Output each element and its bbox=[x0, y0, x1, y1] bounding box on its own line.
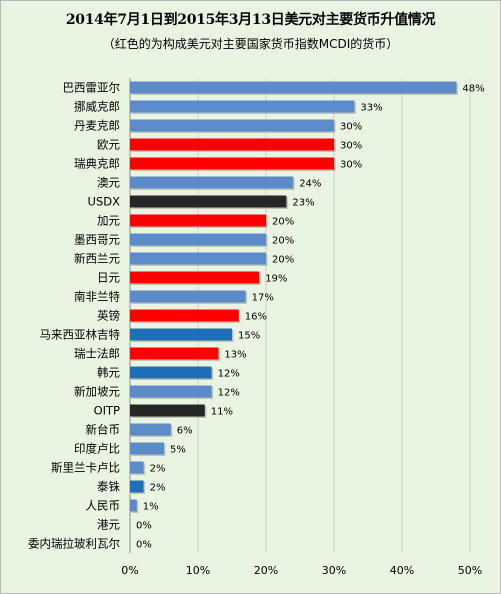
category-label: 澳元 bbox=[97, 176, 120, 190]
category-label: 新加坡元 bbox=[74, 385, 120, 399]
category-label: 韩元 bbox=[97, 366, 120, 380]
value-label: 19% bbox=[265, 274, 287, 285]
bar bbox=[130, 404, 205, 417]
category-label: 英镑 bbox=[97, 309, 120, 323]
value-label: 12% bbox=[218, 388, 240, 399]
value-label: 0% bbox=[136, 521, 152, 532]
category-label: OITP bbox=[94, 404, 120, 418]
value-label: 16% bbox=[245, 312, 267, 323]
value-label: 30% bbox=[340, 122, 362, 133]
bar bbox=[130, 100, 355, 113]
bar bbox=[130, 233, 266, 246]
value-label: 30% bbox=[340, 141, 362, 152]
category-label: 欧元 bbox=[97, 138, 120, 152]
value-label: 23% bbox=[292, 198, 314, 209]
bar bbox=[130, 461, 144, 474]
x-tick-label: 20% bbox=[254, 564, 278, 577]
bar bbox=[130, 138, 334, 151]
category-label: 马来西亚林吉特 bbox=[40, 328, 121, 342]
category-label: 港元 bbox=[97, 518, 120, 532]
value-label: 11% bbox=[211, 407, 233, 418]
x-tick-label: 0% bbox=[121, 564, 138, 577]
value-label: 2% bbox=[150, 464, 166, 475]
category-label: 泰铢 bbox=[97, 480, 120, 494]
bar bbox=[130, 423, 171, 436]
bar bbox=[130, 309, 239, 322]
bar bbox=[130, 195, 287, 208]
x-tick-label: 10% bbox=[186, 564, 210, 577]
bar bbox=[130, 347, 219, 360]
category-label: 挪威克郎 bbox=[74, 100, 120, 114]
x-tick-label: 30% bbox=[322, 564, 346, 577]
value-label: 6% bbox=[177, 426, 193, 437]
category-label: 斯里兰卡卢比 bbox=[51, 461, 120, 475]
bar bbox=[130, 81, 457, 94]
bar bbox=[130, 290, 246, 303]
chart-title: 2014年7月1日到2015年3月13日美元对主要货币升值情况 bbox=[65, 12, 436, 28]
category-label: 委内瑞拉玻利瓦尔 bbox=[28, 537, 120, 551]
category-label: 新台币 bbox=[86, 423, 121, 437]
value-label: 15% bbox=[238, 331, 260, 342]
value-label: 48% bbox=[462, 84, 484, 95]
value-label: 24% bbox=[299, 179, 321, 190]
x-tick-label: 40% bbox=[390, 564, 414, 577]
category-label: 墨西哥元 bbox=[74, 233, 120, 247]
value-label: 20% bbox=[272, 236, 294, 247]
value-label: 1% bbox=[143, 502, 159, 513]
bar bbox=[130, 328, 232, 341]
bar bbox=[130, 499, 137, 512]
x-tick-label: 50% bbox=[458, 564, 482, 577]
category-label: 瑞典克郎 bbox=[74, 157, 120, 171]
value-label: 17% bbox=[252, 293, 274, 304]
bar bbox=[130, 271, 260, 284]
category-label: 南非兰特 bbox=[74, 290, 120, 304]
value-label: 12% bbox=[218, 369, 240, 380]
bar bbox=[130, 252, 266, 265]
category-label: 加元 bbox=[97, 214, 120, 228]
category-label: 新西兰元 bbox=[74, 252, 120, 266]
category-label: USDX bbox=[88, 195, 121, 209]
bar bbox=[130, 442, 164, 455]
category-label: 人民币 bbox=[86, 499, 121, 513]
value-label: 5% bbox=[170, 445, 186, 456]
category-label: 日元 bbox=[97, 271, 120, 285]
category-label: 印度卢比 bbox=[74, 442, 120, 456]
bar bbox=[130, 366, 212, 379]
bar bbox=[130, 157, 334, 170]
bar bbox=[130, 385, 212, 398]
category-label: 丹麦克郎 bbox=[74, 119, 120, 133]
value-label: 0% bbox=[136, 540, 152, 551]
value-label: 30% bbox=[340, 160, 362, 171]
bar bbox=[130, 119, 334, 132]
bar bbox=[130, 480, 144, 493]
value-label: 2% bbox=[150, 483, 166, 494]
value-label: 20% bbox=[272, 217, 294, 228]
bar bbox=[130, 176, 294, 189]
category-label: 巴西雷亚尔 bbox=[63, 81, 121, 95]
bar bbox=[130, 214, 266, 227]
value-label: 20% bbox=[272, 255, 294, 266]
value-label: 13% bbox=[224, 350, 246, 361]
category-label: 瑞士法郎 bbox=[74, 347, 120, 361]
value-label: 33% bbox=[360, 103, 382, 114]
chart-subtitle: （红色的为构成美元对主要国家货币指数MCDI的货币） bbox=[102, 37, 399, 51]
